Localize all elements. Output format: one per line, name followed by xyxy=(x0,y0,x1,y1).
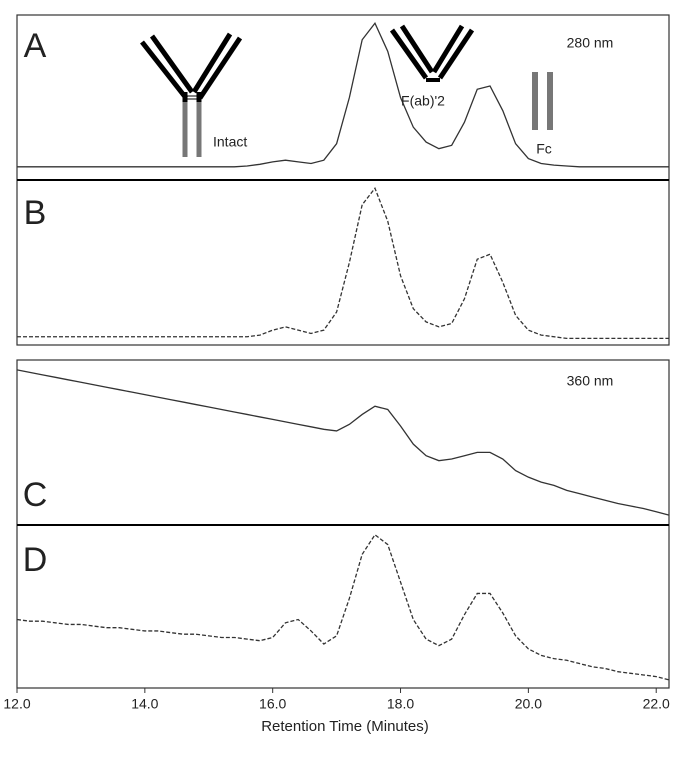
panel-label: D xyxy=(23,541,48,579)
panel-label: A xyxy=(24,27,47,65)
annotation: F(ab)'2 xyxy=(401,93,445,109)
x-tick-label: 22.0 xyxy=(643,696,670,712)
trace xyxy=(16,533,670,681)
trace xyxy=(17,186,669,340)
x-tick-label: 20.0 xyxy=(515,696,542,712)
annotation: Fc xyxy=(536,141,552,157)
annotation: 280 nm xyxy=(567,35,614,51)
x-tick-label: 12.0 xyxy=(3,696,30,712)
annotation: Intact xyxy=(213,134,247,150)
panel-label: B xyxy=(24,194,47,232)
x-tick-label: 14.0 xyxy=(131,696,158,712)
fc-icon xyxy=(532,72,553,130)
annotation: 360 nm xyxy=(567,373,614,389)
intact-icon xyxy=(140,32,243,157)
fab2-icon xyxy=(389,24,475,82)
x-axis-title: Retention Time (Minutes) xyxy=(261,718,429,735)
x-tick-label: 18.0 xyxy=(387,696,414,712)
panel-label: C xyxy=(23,476,48,514)
trace xyxy=(17,22,669,168)
trace xyxy=(16,369,670,516)
x-tick-label: 16.0 xyxy=(259,696,286,712)
